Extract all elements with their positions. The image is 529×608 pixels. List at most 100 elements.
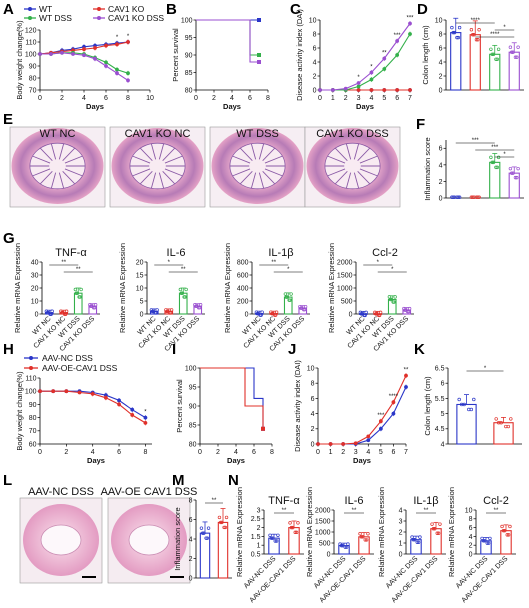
mucosal-fold [345,143,352,160]
mucosal-fold [164,168,183,177]
series-line-cav1kodss [320,23,411,91]
data-point-wtdss [104,60,108,65]
survival-end-marker-wt [257,18,261,22]
x-axis-label: Days [356,102,374,111]
histology-label: CAV1 KO NC [125,128,191,140]
y-tick-label: 2 [313,73,317,80]
x-tick-label: 5 [382,95,386,102]
y-axis-label: Disease activity index (DAI) [293,360,302,452]
legend-label-wt: WT [39,4,52,14]
data-point-aavnc [269,536,274,540]
data-point-wt [450,25,454,30]
mucosal-fold [39,147,53,161]
x-tick-label: 6 [104,95,108,102]
colon-lumen [128,524,170,556]
chart-title: TNF-α [268,495,300,507]
data-point-cav1kodss [318,88,322,92]
y-tick-label: 2 [439,179,443,186]
x-tick-label: 1 [331,95,335,102]
colon-lumen [40,524,82,556]
data-point-wtdss [495,57,499,62]
data-point-wtdss [395,53,400,57]
y-tick-label: 6 [469,525,473,532]
data-point-cav1kodss [92,306,97,310]
data-point-aavoe [364,538,369,542]
data-point-aavoe [217,515,222,520]
y-tick-label: 90 [29,63,37,70]
data-point-wt [451,30,455,35]
y-tick-label: 0 [439,87,443,94]
y-tick-label: 0 [189,575,193,582]
panel-letter-n: N [228,472,239,489]
y-axis-label: Colon length (cm) [423,376,432,436]
data-point-aavoe [366,434,371,439]
mucosal-fold [262,147,276,161]
mucosal-fold [64,155,83,164]
x-tick-label: 0 [38,449,42,456]
data-point-cav1ko [356,88,361,92]
data-point-wt [359,312,364,316]
data-point-aavnc [130,407,135,412]
data-point-aavnc [469,407,474,412]
data-point-wtdss [356,84,361,89]
data-point-cav1ko [476,195,480,199]
y-tick-label: 0 [140,311,144,318]
data-point-wt [457,195,462,199]
survival-end-marker-cav1kodss [257,60,261,64]
x-tick-label: 2 [64,449,68,456]
survival-line-cav1kodss [196,19,259,63]
legend-label-cav1kodss: CAV1 KO DSS [108,13,164,23]
data-point-wtdss [392,300,396,304]
y-axis-label: Relative mRNA Expression [305,487,314,577]
y-tick-label: 8 [189,497,193,504]
y-tick-label: 85 [189,422,197,429]
y-axis-label: Body weight change(%) [15,371,24,451]
data-point-aavoe [353,441,358,446]
x-tick-label: 6 [395,95,399,102]
panel-letter-b: B [166,1,177,18]
data-point-aavoe [438,522,442,526]
y-tick-label: 6 [189,517,193,524]
histology-label: CAV1 KO DSS [316,128,389,140]
mucosal-fold [132,168,151,177]
data-point-cav1ko [270,311,274,316]
y-tick-label: 8 [469,516,473,523]
data-point-aavnc [268,533,272,538]
data-point-cav1ko [374,312,378,316]
data-point-aavnc [457,397,461,402]
data-point-wtdss [489,155,493,160]
data-point-wtdss [496,155,501,160]
data-point-cav1ko [474,38,479,42]
data-point-aavoe [341,442,346,446]
data-point-aavnc [486,541,491,545]
panel-letter-f: F [416,116,425,133]
histology-l: AAV-NC DSS AAV-OE CAV1 DSS [19,486,197,584]
y-tick-label: 10 [136,285,144,292]
data-point-aavoe [222,525,226,530]
legend-marker-cav1ko [97,7,101,11]
data-point-cav1kodss [513,55,518,59]
y-axis-label: Relative mRNA Expression [223,243,232,333]
data-point-cav1kodss [511,50,515,54]
y-tick-label: 10 [307,365,315,372]
y-axis-label: Relative mRNA Expression [327,243,336,333]
y-tick-label: 6.5 [435,365,445,372]
y-tick-label: 0 [245,311,249,318]
data-point-cav1kodss [511,171,515,175]
data-point-cav1kodss [516,45,520,49]
y-tick-label: 0 [439,195,443,202]
y-tick-label: 80 [185,87,193,94]
data-point-aavoe [433,527,437,531]
y-tick-label: 8 [313,31,317,38]
data-point-wtdss [284,295,289,299]
y-tick-label: 95 [185,35,193,42]
y-tick-label: 4.5 [435,426,445,433]
y-tick-label: 95 [189,384,197,391]
mucosal-fold [232,168,251,177]
y-tick-label: 4 [189,536,193,543]
data-point-aavoe [494,417,498,421]
x-tick-label: 4 [369,95,373,102]
